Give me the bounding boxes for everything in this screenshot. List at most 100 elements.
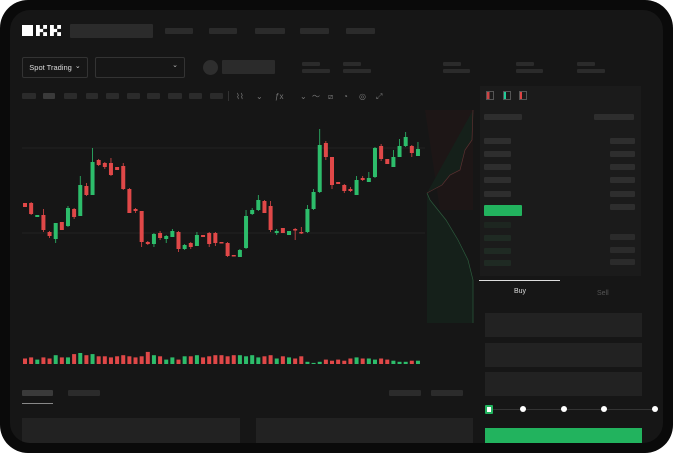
slider-step[interactable]: [561, 406, 567, 412]
volume-bar: [158, 356, 163, 364]
ruler-icon[interactable]: ⧄: [328, 92, 334, 101]
volume-bar: [372, 359, 377, 364]
timeframe-button[interactable]: [106, 93, 119, 99]
chevron-down-icon[interactable]: ⌄: [256, 92, 263, 101]
indicator-icon[interactable]: ƒx: [275, 92, 284, 101]
ask-row-price[interactable]: [484, 164, 511, 170]
filter-button[interactable]: [389, 390, 421, 396]
timeframe-button[interactable]: [168, 93, 182, 99]
candle-body: [201, 235, 206, 237]
candle-body: [151, 234, 156, 244]
okx-logo[interactable]: [22, 25, 61, 37]
amount-input[interactable]: [485, 343, 642, 367]
candle-body: [108, 163, 113, 175]
ask-row-amount[interactable]: [610, 191, 635, 197]
candle-body: [47, 232, 52, 236]
ask-row-price[interactable]: [484, 177, 511, 183]
ask-row-amount[interactable]: [610, 138, 635, 144]
bid-row-amount[interactable]: [610, 259, 635, 265]
slider-track[interactable]: [490, 409, 656, 410]
stat-value: [302, 69, 330, 73]
stat-label: [516, 62, 534, 66]
volume-bar: [299, 356, 304, 364]
candle-body: [96, 160, 101, 165]
volume-bar: [164, 359, 169, 364]
timeframe-button[interactable]: [210, 93, 223, 99]
bid-row-amount[interactable]: [610, 247, 635, 253]
nav-item[interactable]: [165, 28, 193, 34]
candlestick-chart[interactable]: [10, 10, 490, 370]
candle-body: [330, 157, 334, 185]
bid-row-price[interactable]: [484, 235, 511, 241]
tab-buy[interactable]: Buy: [514, 288, 527, 295]
candle-body: [311, 192, 316, 209]
search-bar[interactable]: [70, 24, 153, 38]
bid-row-price[interactable]: [484, 260, 511, 266]
volume-bar: [219, 355, 224, 364]
ask-row-amount[interactable]: [610, 204, 635, 210]
timeframe-button[interactable]: [127, 93, 140, 99]
tab-sell[interactable]: Sell: [597, 290, 609, 297]
candle-body: [360, 178, 365, 180]
slider-step[interactable]: [520, 406, 526, 412]
tab-open-orders[interactable]: [22, 390, 53, 396]
pair-dropdown[interactable]: ⌄: [95, 57, 185, 78]
ask-row-price[interactable]: [484, 191, 511, 197]
spot-trading-dropdown[interactable]: Spot Trading ⌄: [22, 57, 88, 78]
settings-icon[interactable]: ◎: [359, 92, 366, 101]
timeframe-button[interactable]: [43, 93, 55, 99]
ask-row-price[interactable]: [484, 138, 511, 144]
timeframe-button[interactable]: [22, 93, 36, 99]
ask-row-amount[interactable]: [610, 177, 635, 183]
candle-body: [397, 146, 402, 157]
orderbook-both-icon[interactable]: [486, 91, 494, 100]
volume-bar: [274, 358, 279, 364]
tab-history[interactable]: [68, 390, 100, 396]
candle-type-icon[interactable]: ⌇⌇: [236, 92, 244, 101]
candle-body: [305, 209, 310, 232]
buy-button[interactable]: [485, 428, 642, 443]
nav-item[interactable]: [300, 28, 329, 34]
camera-icon[interactable]: ◔: [343, 92, 348, 101]
candle-body: [403, 137, 408, 146]
candle-body: [280, 228, 285, 233]
price-input[interactable]: [485, 313, 642, 337]
orderbook-bids-icon[interactable]: [503, 91, 511, 100]
orderbook-asks-icon[interactable]: [519, 91, 527, 100]
fullscreen-icon[interactable]: ⤢: [376, 92, 383, 101]
timeframe-button[interactable]: [64, 93, 77, 99]
candle-body: [391, 157, 396, 167]
ask-row-price[interactable]: [484, 114, 522, 120]
slider-step[interactable]: [601, 406, 607, 412]
bid-row-amount[interactable]: [610, 234, 635, 240]
candle-body: [170, 231, 175, 237]
total-input[interactable]: [485, 372, 642, 396]
bid-row-price[interactable]: [484, 248, 511, 254]
stat-label: [443, 62, 461, 66]
chevron-down-icon[interactable]: ⌄: [300, 92, 307, 101]
filter-button[interactable]: [431, 390, 463, 396]
nav-item[interactable]: [346, 28, 375, 34]
bid-row-price[interactable]: [484, 222, 511, 228]
candle-body: [115, 167, 120, 170]
slider-handle[interactable]: [485, 405, 493, 414]
timeframe-button[interactable]: [189, 93, 202, 99]
ask-row-price[interactable]: [484, 151, 511, 157]
volume-bar: [397, 361, 402, 364]
volume-bar: [213, 355, 218, 364]
ask-row-amount[interactable]: [610, 164, 635, 170]
ask-row-amount[interactable]: [594, 114, 634, 120]
candle-body: [348, 189, 353, 191]
volume-bar: [133, 357, 138, 364]
candle-body: [299, 232, 304, 234]
timeframe-button[interactable]: [147, 93, 160, 99]
stat-value: [343, 69, 371, 73]
candle-body: [72, 209, 77, 217]
nav-item[interactable]: [209, 28, 237, 34]
slider-step[interactable]: [652, 406, 658, 412]
ask-row-amount[interactable]: [610, 151, 635, 157]
line-chart-icon[interactable]: 〜: [312, 92, 320, 101]
timeframe-button[interactable]: [86, 93, 98, 99]
nav-item[interactable]: [255, 28, 285, 34]
